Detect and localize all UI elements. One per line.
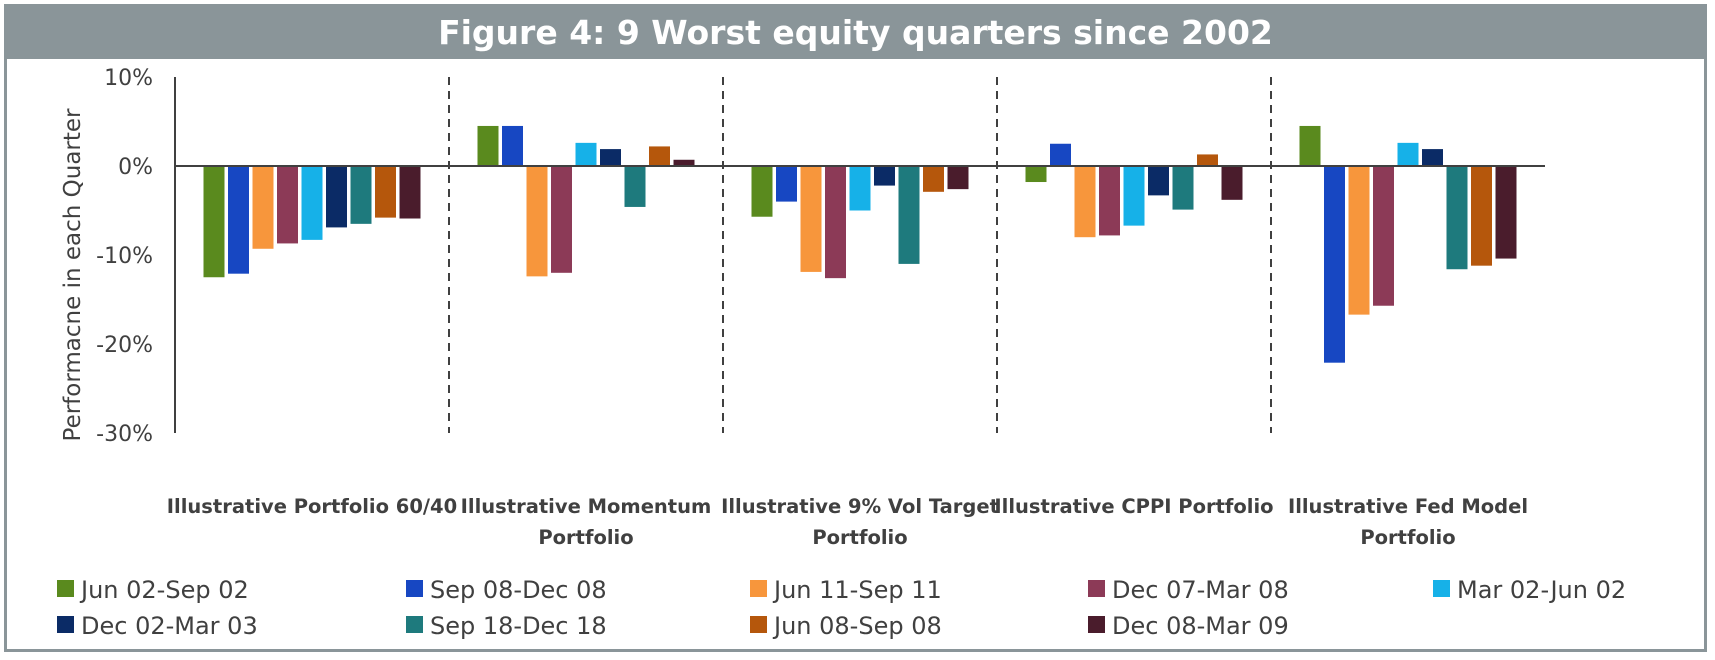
bar [551,166,572,273]
y-tick-label: 10% [104,66,153,91]
category-label: Portfolio [812,526,907,549]
legend: Jun 02-Sep 02 Sep 08-Dec 08 Jun 11-Sep 11 D… [57,576,1626,640]
bar [526,166,548,277]
bar [874,166,895,186]
bar [673,159,695,166]
bar [477,125,499,166]
legend-swatch [57,616,74,633]
bar [649,146,670,166]
bar [1446,166,1468,270]
legend-swatch [1088,580,1105,597]
bar [575,142,597,166]
bar [923,166,944,192]
y-tick-label: 0% [118,155,153,180]
separator-layer [448,77,1272,433]
bar [1197,154,1218,166]
bar [1397,142,1419,166]
legend-label: Jun 08-Sep 08 [772,612,942,640]
category-label: Portfolio [1360,526,1455,549]
bar [1074,166,1096,238]
legend-label: Dec 08-Mar 09 [1112,612,1289,640]
bar [203,166,225,278]
bar [1348,166,1370,315]
y-tick-label: -20% [96,333,153,358]
category-label: Illustrative Portfolio 60/40 [167,495,457,518]
bar [898,166,920,264]
bar [1471,166,1492,266]
category-label: Illustrative Momentum [461,495,712,518]
bar [326,166,347,228]
bar [600,149,621,166]
bar [375,166,396,218]
legend-swatch [1433,580,1450,597]
chart-title: Figure 4: 9 Worst equity quarters since … [7,7,1704,59]
bar [1422,149,1443,166]
figure-frame: Figure 4: 9 Worst equity quarters since … [4,4,1707,652]
category-labels: Illustrative Portfolio 60/40 Illustrative… [167,495,1528,549]
legend-label: Sep 18-Dec 18 [430,612,607,640]
bar [399,166,421,219]
bar [825,166,846,279]
bar [1221,166,1243,200]
bar [800,166,822,272]
bar [624,166,646,207]
legend-swatch [750,580,767,597]
bar [1299,125,1321,166]
legend-label: Mar 02-Jun 02 [1457,576,1626,604]
legend-swatch [406,580,423,597]
bar [502,125,523,166]
bar [849,166,871,211]
bar [1123,166,1145,226]
category-label: Portfolio [538,526,633,549]
bar [1148,166,1169,196]
legend-label: Dec 02-Mar 03 [81,612,258,640]
bar [350,166,372,224]
bars-layer [203,125,1517,363]
bar [277,166,298,244]
bar [1172,166,1194,210]
bar [1495,166,1517,259]
category-label: Illustrative Fed Model [1288,495,1528,518]
y-tick-label: -10% [96,244,153,269]
legend-swatch [406,616,423,633]
bar [301,166,323,240]
legend-swatch [57,580,74,597]
category-label: Illustrative 9% Vol Target [721,495,999,518]
legend-swatch [750,616,767,633]
bar [1025,166,1047,183]
bar [751,166,773,217]
legend-label: Jun 02-Sep 02 [79,576,249,604]
bar [1373,166,1394,306]
bar [252,166,274,249]
legend-swatch [1088,616,1105,633]
category-label: Illustrative CPPI Portfolio [994,495,1273,518]
y-tick-labels: 10% 0% -10% -20% -30% [96,66,153,447]
bar [1099,166,1120,236]
y-axis-label: Performacne in each Quarter [60,108,86,442]
bar [1050,143,1071,166]
bar [1324,166,1345,363]
bar [947,166,969,190]
legend-label: Jun 11-Sep 11 [772,576,942,604]
y-tick-label: -30% [96,422,153,447]
legend-label: Dec 07-Mar 08 [1112,576,1289,604]
bar [776,166,797,202]
legend-label: Sep 08-Dec 08 [430,576,607,604]
bar [228,166,249,274]
